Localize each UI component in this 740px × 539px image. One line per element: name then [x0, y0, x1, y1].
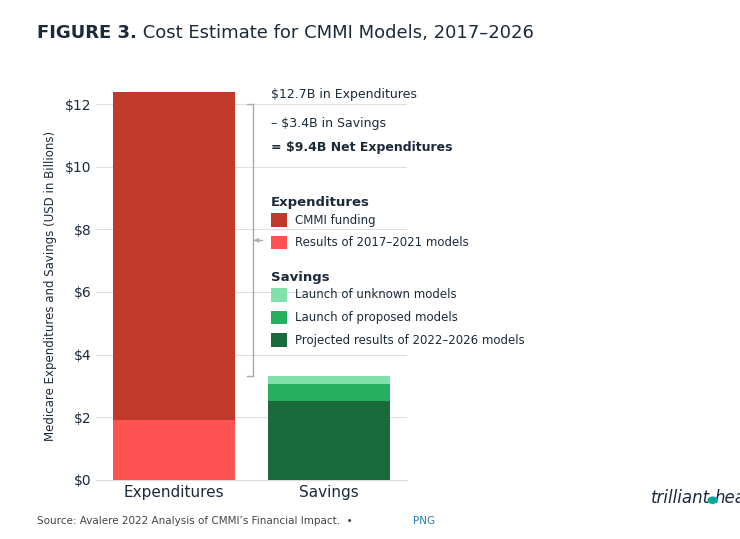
- Text: CMMI funding: CMMI funding: [295, 213, 375, 226]
- Text: Launch of unknown models: Launch of unknown models: [295, 288, 457, 301]
- Text: Source: Avalere 2022 Analysis of CMMI’s Financial Impact.  •: Source: Avalere 2022 Analysis of CMMI’s …: [37, 515, 359, 526]
- Text: Launch of proposed models: Launch of proposed models: [295, 311, 458, 324]
- Text: health: health: [714, 489, 740, 507]
- Y-axis label: Medicare Expenditures and Savings (USD in Billions): Medicare Expenditures and Savings (USD i…: [44, 130, 56, 441]
- Text: trilliant: trilliant: [651, 489, 710, 507]
- Text: – $3.4B in Savings: – $3.4B in Savings: [272, 117, 386, 130]
- Text: $12.7B in Expenditures: $12.7B in Expenditures: [272, 88, 417, 101]
- Bar: [269, 376, 391, 384]
- Text: Projected results of 2022–2026 models: Projected results of 2022–2026 models: [295, 334, 525, 347]
- Text: Cost Estimate for CMMI Models, 2017–2026: Cost Estimate for CMMI Models, 2017–2026: [137, 24, 534, 42]
- Bar: [113, 82, 235, 420]
- Text: = $9.4B Net Expenditures: = $9.4B Net Expenditures: [272, 141, 453, 154]
- Text: FIGURE 3.: FIGURE 3.: [37, 24, 137, 42]
- Text: Expenditures: Expenditures: [272, 196, 370, 209]
- Bar: [269, 402, 391, 480]
- Text: Savings: Savings: [272, 271, 330, 284]
- Text: PNG: PNG: [413, 515, 435, 526]
- Text: Results of 2017–2021 models: Results of 2017–2021 models: [295, 236, 468, 249]
- Bar: [269, 384, 391, 402]
- Bar: [113, 420, 235, 480]
